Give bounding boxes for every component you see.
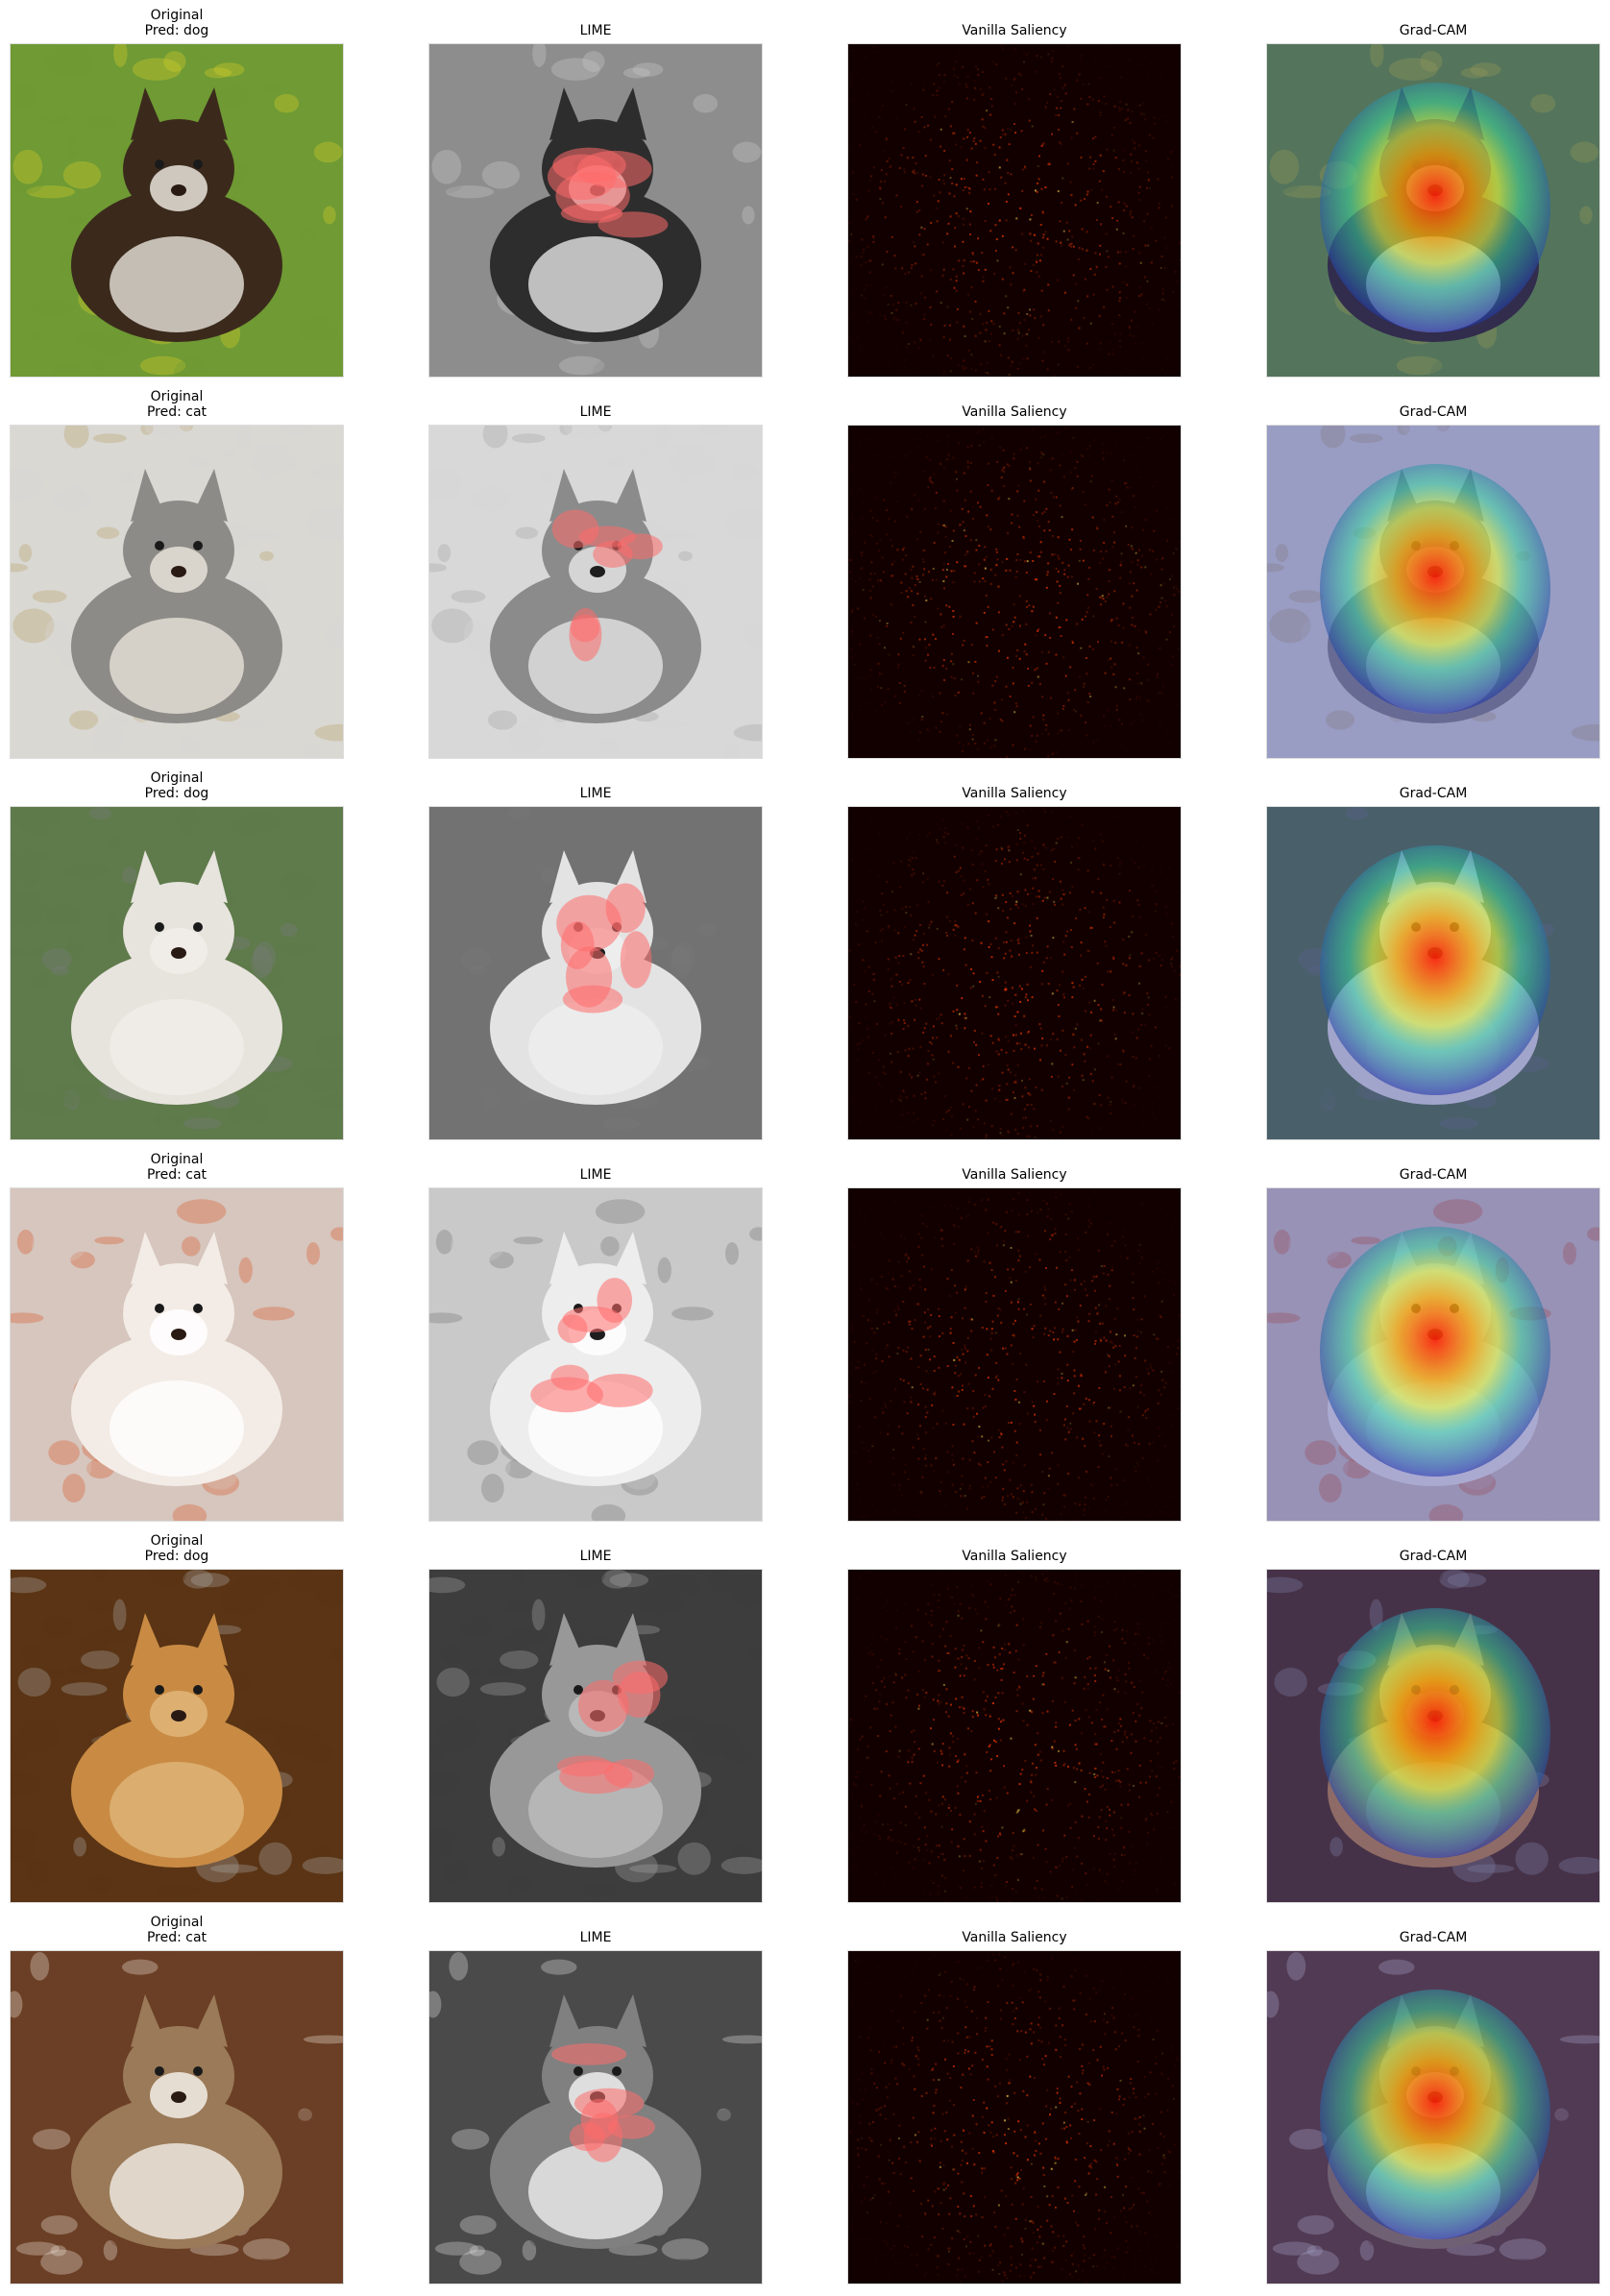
cat-sitting-on-stool-gradcam: [1267, 426, 1599, 758]
cat-sitting-on-stool-saliency: [848, 426, 1181, 758]
cell-original: Original Pred: dog: [10, 1526, 344, 1904]
cell-gradcam: Grad-CAM: [1266, 381, 1600, 760]
panel-image-original: [10, 43, 344, 378]
white-boxer-dog-saliency: [848, 807, 1181, 1139]
cell-saliency: Vanilla Saliency: [847, 763, 1182, 1141]
dog-running-in-grass-gradcam: [1267, 44, 1599, 377]
panel-title: Original Pred: dog: [144, 8, 209, 38]
dog-running-in-grass-lime: [429, 44, 762, 377]
panel-title: Grad-CAM: [1399, 1167, 1468, 1183]
panel-image-original: [10, 1950, 344, 2284]
white-boxer-dog-lime: [429, 807, 762, 1139]
panel-title: Vanilla Saliency: [962, 23, 1067, 38]
panel-title: Original Pred: cat: [146, 389, 207, 420]
panel-title: Original Pred: dog: [144, 770, 209, 801]
panel-title: Grad-CAM: [1399, 404, 1468, 420]
cell-saliency: Vanilla Saliency: [847, 1144, 1182, 1523]
yorkshire-terrier-original: [11, 1570, 343, 1902]
panel-title: Original Pred: cat: [146, 1152, 207, 1183]
birman-cat-saliency: [848, 1188, 1181, 1521]
cell-gradcam: Grad-CAM: [1266, 1907, 1600, 2285]
panel-image-saliency: [847, 806, 1182, 1140]
cell-lime: LIME: [428, 1526, 763, 1904]
cell-saliency: Vanilla Saliency: [847, 1526, 1182, 1904]
tabby-cat-sleeping-lime: [429, 1951, 762, 2284]
cat-sitting-on-stool-lime: [429, 426, 762, 758]
panel-image-saliency: [847, 1569, 1182, 1903]
panel-image-lime: [428, 43, 763, 378]
tabby-cat-sleeping-gradcam: [1267, 1951, 1599, 2284]
panel-image-gradcam: [1266, 425, 1600, 759]
panel-image-gradcam: [1266, 1569, 1600, 1903]
birman-cat-original: [11, 1188, 343, 1521]
panel-image-lime: [428, 425, 763, 759]
panel-title: Vanilla Saliency: [962, 1930, 1067, 1945]
panel-image-original: [10, 425, 344, 759]
panel-image-lime: [428, 1187, 763, 1522]
cell-original: Original Pred: dog: [10, 763, 344, 1141]
panel-image-original: [10, 806, 344, 1140]
cell-original: Original Pred: dog: [10, 0, 344, 379]
cell-gradcam: Grad-CAM: [1266, 0, 1600, 379]
panel-title: Vanilla Saliency: [962, 1167, 1067, 1183]
cat-sitting-on-stool-original: [11, 426, 343, 758]
panel-title: Vanilla Saliency: [962, 404, 1067, 420]
white-boxer-dog-gradcam: [1267, 807, 1599, 1139]
panel-title: Grad-CAM: [1399, 1549, 1468, 1564]
dog-running-in-grass-original: [11, 44, 343, 377]
yorkshire-terrier-gradcam: [1267, 1570, 1599, 1902]
tabby-cat-sleeping-original: [11, 1951, 343, 2284]
yorkshire-terrier-saliency: [848, 1570, 1181, 1902]
yorkshire-terrier-lime: [429, 1570, 762, 1902]
cell-original: Original Pred: cat: [10, 1144, 344, 1523]
panel-image-lime: [428, 1950, 763, 2284]
panel-image-saliency: [847, 425, 1182, 759]
panel-title: LIME: [579, 1549, 612, 1564]
panel-title: Vanilla Saliency: [962, 786, 1067, 801]
panel-title: Original Pred: dog: [144, 1533, 209, 1564]
panel-title: Grad-CAM: [1399, 1930, 1468, 1945]
birman-cat-lime: [429, 1188, 762, 1521]
panel-image-original: [10, 1569, 344, 1903]
panel-image-gradcam: [1266, 43, 1600, 378]
cell-saliency: Vanilla Saliency: [847, 0, 1182, 379]
panel-title: LIME: [579, 1167, 612, 1183]
panel-image-gradcam: [1266, 1187, 1600, 1522]
cell-lime: LIME: [428, 381, 763, 760]
cell-saliency: Vanilla Saliency: [847, 381, 1182, 760]
cell-original: Original Pred: cat: [10, 381, 344, 760]
cell-lime: LIME: [428, 1144, 763, 1523]
cell-original: Original Pred: cat: [10, 1907, 344, 2285]
birman-cat-gradcam: [1267, 1188, 1599, 1521]
panel-title: LIME: [579, 786, 612, 801]
panel-title: Vanilla Saliency: [962, 1549, 1067, 1564]
cell-lime: LIME: [428, 0, 763, 379]
panel-image-gradcam: [1266, 806, 1600, 1140]
cell-gradcam: Grad-CAM: [1266, 1144, 1600, 1523]
panel-title: LIME: [579, 1930, 612, 1945]
cell-lime: LIME: [428, 1907, 763, 2285]
panel-image-saliency: [847, 1187, 1182, 1522]
panel-image-saliency: [847, 1950, 1182, 2284]
cell-saliency: Vanilla Saliency: [847, 1907, 1182, 2285]
panel-image-lime: [428, 1569, 763, 1903]
cell-lime: LIME: [428, 763, 763, 1141]
cell-gradcam: Grad-CAM: [1266, 763, 1600, 1141]
panel-title: Original Pred: cat: [146, 1915, 207, 1945]
panel-title: Grad-CAM: [1399, 786, 1468, 801]
panel-title: LIME: [579, 23, 612, 38]
cell-gradcam: Grad-CAM: [1266, 1526, 1600, 1904]
panel-image-lime: [428, 806, 763, 1140]
dog-running-in-grass-saliency: [848, 44, 1181, 377]
panel-image-gradcam: [1266, 1950, 1600, 2284]
panel-image-saliency: [847, 43, 1182, 378]
panel-title: LIME: [579, 404, 612, 420]
tabby-cat-sleeping-saliency: [848, 1951, 1181, 2284]
panel-image-original: [10, 1187, 344, 1522]
panel-title: Grad-CAM: [1399, 23, 1468, 38]
white-boxer-dog-original: [11, 807, 343, 1139]
